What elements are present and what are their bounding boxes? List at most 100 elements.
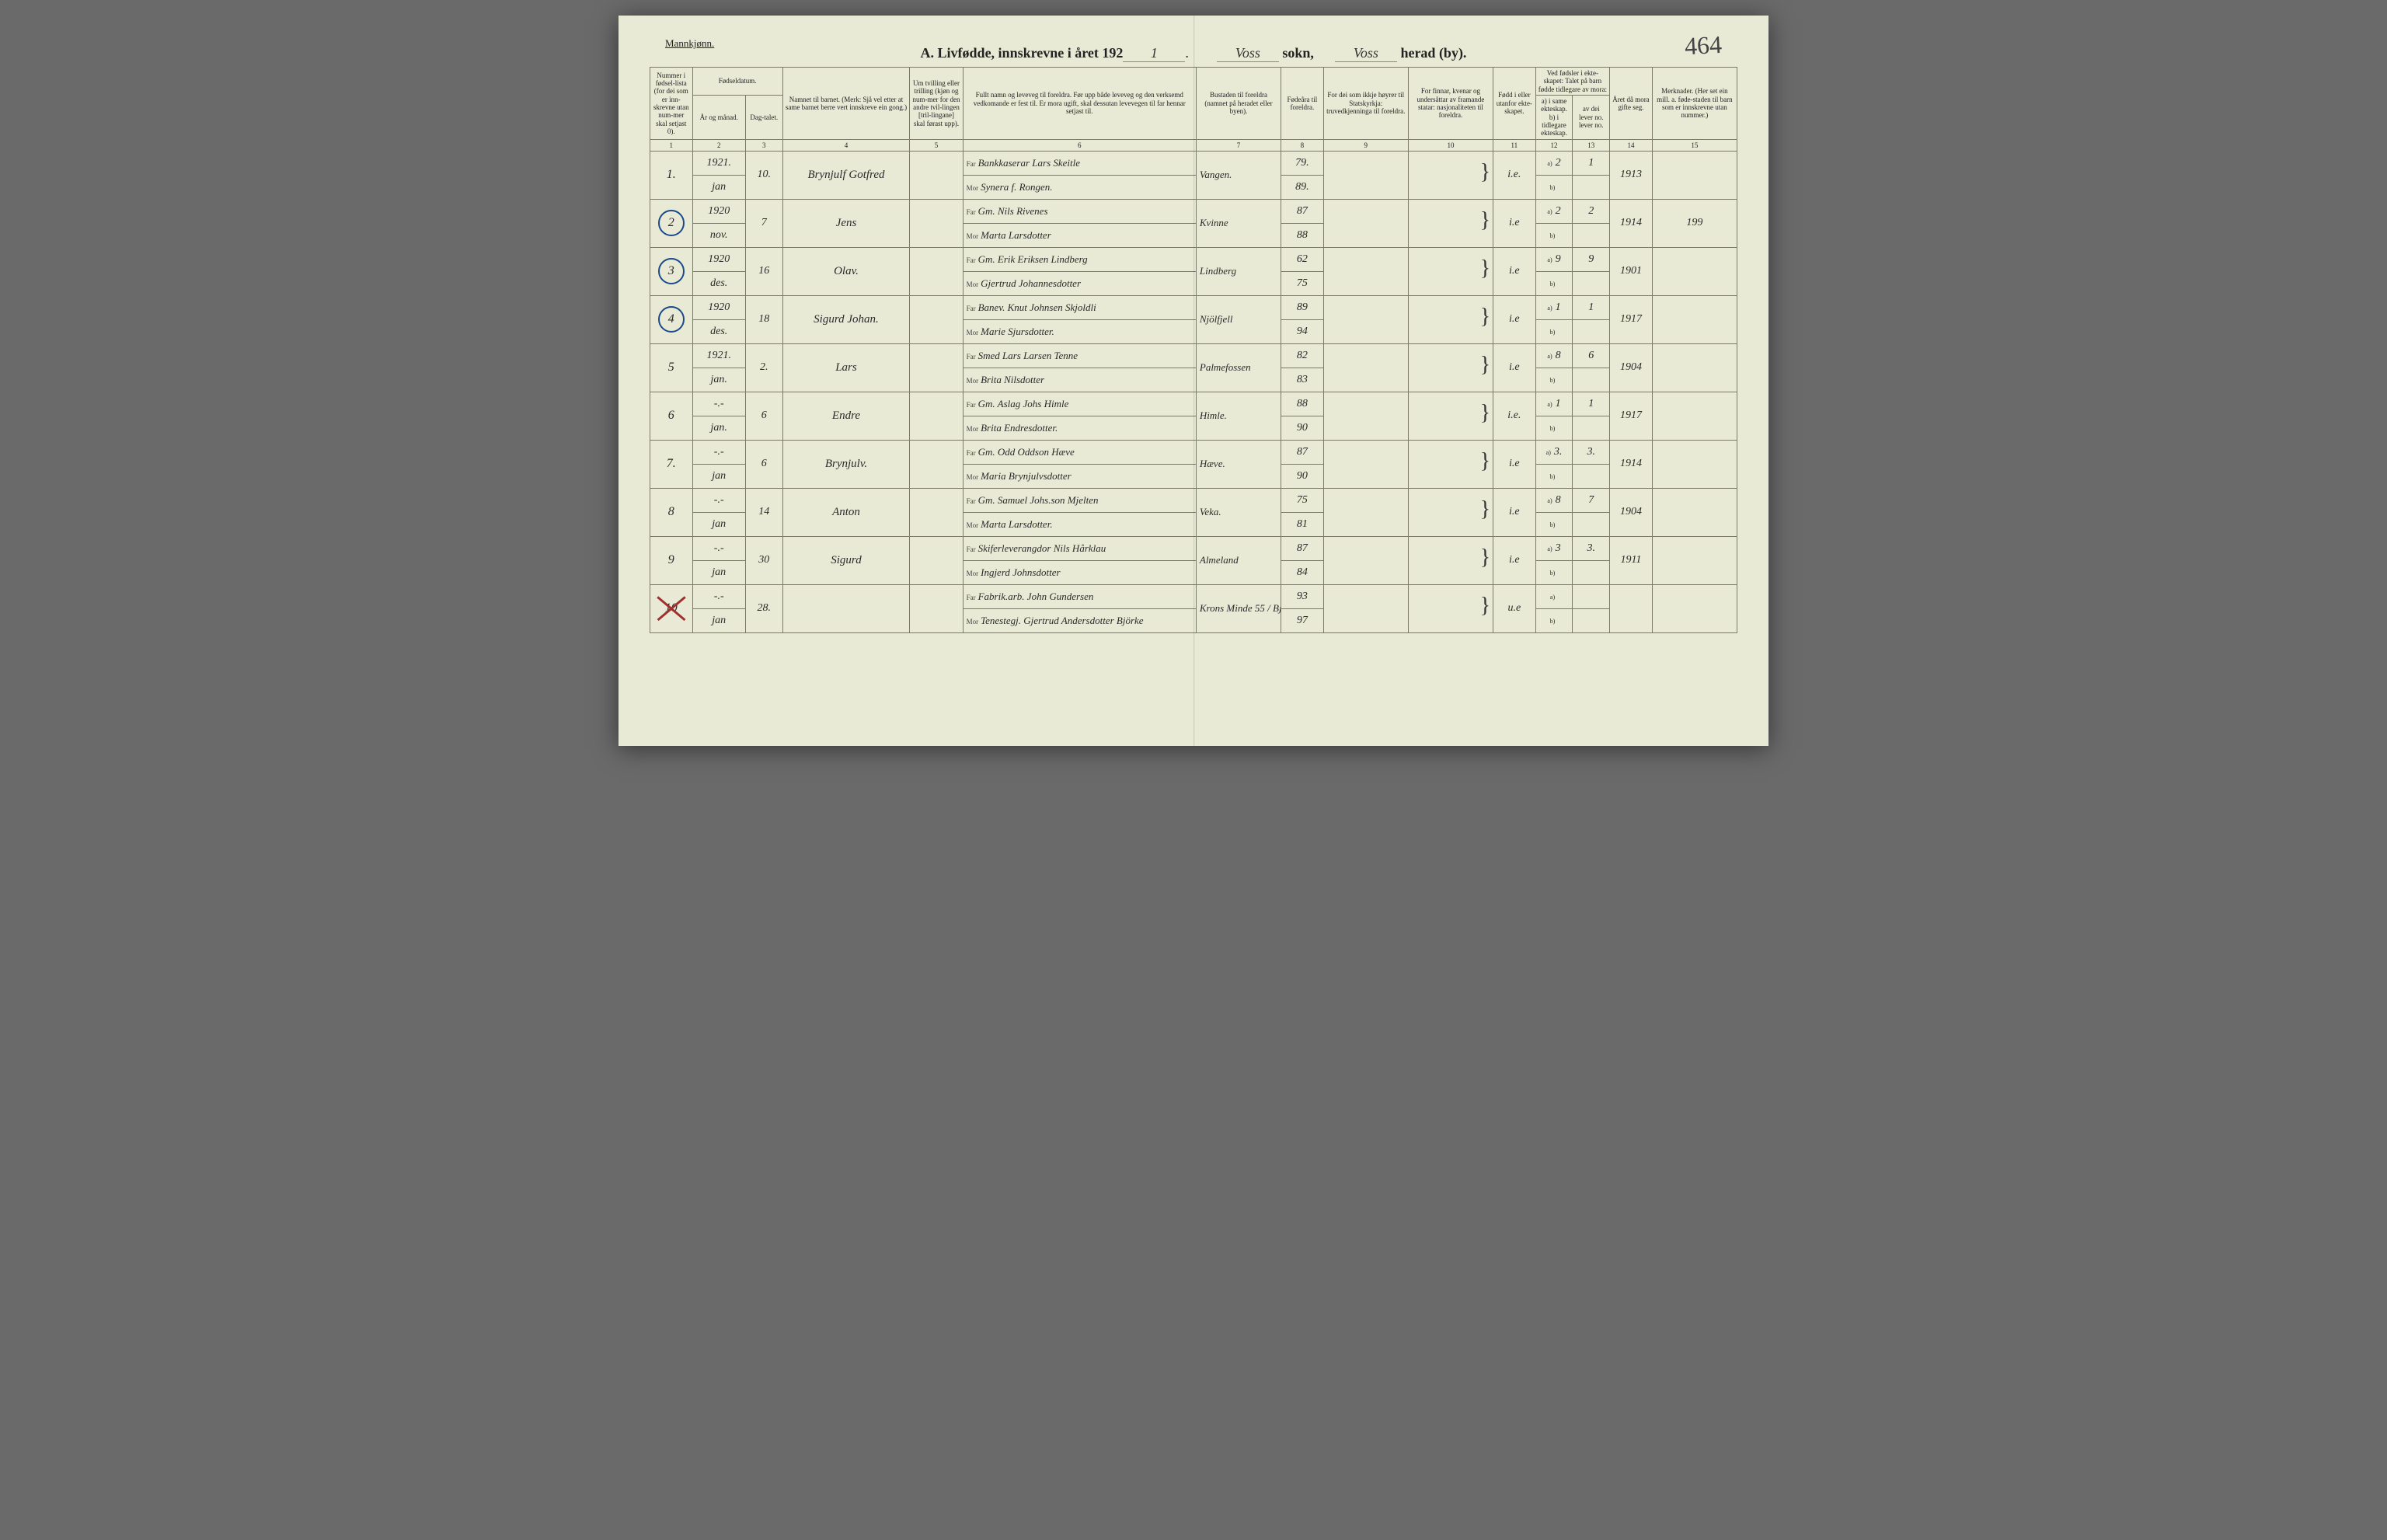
place-cell: Lindberg [1196, 247, 1281, 295]
prior-children-b-cell: b) [1535, 319, 1573, 343]
seq-cell: 6 [650, 392, 693, 440]
living-children-cell [1573, 584, 1610, 608]
column-number: 4 [782, 139, 910, 151]
legitimacy-cell: i.e [1493, 343, 1536, 392]
father-year-cell: 87 [1281, 536, 1324, 560]
col-5-header: Um tvilling eller trilling (kjøn og num-… [910, 68, 963, 140]
marriage-year-cell: 1914 [1610, 440, 1653, 488]
year-cell: -.- [692, 584, 745, 608]
sokn-label: sokn, [1282, 45, 1314, 61]
nationality-cell: } [1408, 536, 1493, 584]
mother-cell: MorTenestegj. Gjertrud Andersdotter Björ… [963, 608, 1196, 632]
twin-cell [910, 392, 963, 440]
legitimacy-cell: i.e [1493, 295, 1536, 343]
nationality-cell: } [1408, 151, 1493, 199]
father-cell: FarGm. Erik Eriksen Lindberg [963, 247, 1196, 271]
day-cell: 2. [745, 343, 782, 392]
day-cell: 30 [745, 536, 782, 584]
notes-cell [1652, 295, 1737, 343]
col-2b-header: Dag-talet. [745, 96, 782, 140]
living-children-b-cell [1573, 416, 1610, 440]
month-cell: jan. [692, 416, 745, 440]
mother-cell: MorIngjerd Johnsdotter [963, 560, 1196, 584]
living-children-cell: 9 [1573, 247, 1610, 271]
living-children-b-cell [1573, 512, 1610, 536]
marriage-year-cell [1610, 584, 1653, 632]
child-name-cell: Brynjulv. [782, 440, 910, 488]
father-year-cell: 82 [1281, 343, 1324, 368]
living-children-cell: 6 [1573, 343, 1610, 368]
prior-children-b-cell: b) [1535, 271, 1573, 295]
religion-cell [1323, 343, 1408, 392]
mother-year-cell: 88 [1281, 223, 1324, 247]
year-cell: 1920 [692, 247, 745, 271]
mother-year-cell: 84 [1281, 560, 1324, 584]
father-year-cell: 79. [1281, 151, 1324, 175]
day-cell: 10. [745, 151, 782, 199]
legitimacy-cell: i.e. [1493, 392, 1536, 440]
place-cell: Njölfjell [1196, 295, 1281, 343]
column-number: 8 [1281, 139, 1324, 151]
prior-children-a-cell: a)8 [1535, 488, 1573, 512]
living-children-b-cell [1573, 271, 1610, 295]
twin-cell [910, 536, 963, 584]
column-number: 3 [745, 139, 782, 151]
column-number: 11 [1493, 139, 1536, 151]
legitimacy-cell: u.e [1493, 584, 1536, 632]
year-cell: 1921. [692, 151, 745, 175]
title-prefix: A. Livfødde, innskrevne i året 192 [921, 45, 1124, 61]
notes-cell [1652, 584, 1737, 632]
col-7-header: Bustaden til foreldra (namnet på heradet… [1196, 68, 1281, 140]
year-cell: -.- [692, 392, 745, 416]
gender-label: Mannkjønn. [665, 37, 714, 50]
year-cell: -.- [692, 488, 745, 512]
father-cell: FarGm. Odd Oddson Hæve [963, 440, 1196, 464]
prior-children-b-cell: b) [1535, 416, 1573, 440]
col-2a-header: År og månad. [692, 96, 745, 140]
page-number: 464 [1684, 30, 1723, 61]
col-6-header: Fullt namn og leveveg til foreldra. Før … [963, 68, 1196, 140]
legitimacy-cell: i.e [1493, 199, 1536, 247]
page-fold [1194, 16, 1195, 746]
col-14-header: Året då mora gifte seg. [1610, 68, 1653, 140]
mother-cell: MorBrita Endresdotter. [963, 416, 1196, 440]
seq-cell: 9 [650, 536, 693, 584]
prior-children-b-cell: b) [1535, 512, 1573, 536]
col-12-group-header: Ved fødsler i ekte-skapet: Talet på barn… [1535, 68, 1610, 96]
notes-cell [1652, 488, 1737, 536]
column-number: 5 [910, 139, 963, 151]
nationality-cell: } [1408, 440, 1493, 488]
column-number: 13 [1573, 139, 1610, 151]
nationality-cell: } [1408, 343, 1493, 392]
year-cell: 1920 [692, 199, 745, 223]
place-cell: Veka. [1196, 488, 1281, 536]
marriage-year-cell: 1913 [1610, 151, 1653, 199]
notes-cell [1652, 151, 1737, 199]
col-10-header: For finnar, kvenar og undersåttar av fra… [1408, 68, 1493, 140]
day-cell: 14 [745, 488, 782, 536]
notes-cell: 199 [1652, 199, 1737, 247]
religion-cell [1323, 295, 1408, 343]
religion-cell [1323, 247, 1408, 295]
prior-children-a-cell: a)1 [1535, 295, 1573, 319]
father-cell: FarGm. Nils Rivenes [963, 199, 1196, 223]
mother-cell: MorMarie Sjursdotter. [963, 319, 1196, 343]
child-name-cell: Jens [782, 199, 910, 247]
twin-cell [910, 295, 963, 343]
col-12a-header: a) i same ekteskap. b) i tidlegare ektes… [1535, 96, 1573, 140]
marriage-year-cell: 1914 [1610, 199, 1653, 247]
col-2-group-header: Fødseldatum. [692, 68, 782, 96]
notes-cell [1652, 536, 1737, 584]
child-name-cell: Lars [782, 343, 910, 392]
legitimacy-cell: i.e [1493, 247, 1536, 295]
column-number: 12 [1535, 139, 1573, 151]
religion-cell [1323, 488, 1408, 536]
seq-cell: 1. [650, 151, 693, 199]
living-children-b-cell [1573, 368, 1610, 392]
month-cell: des. [692, 319, 745, 343]
seq-cell: 2 [650, 199, 693, 247]
herad-value: Voss [1335, 45, 1397, 62]
mother-cell: MorSynera f. Rongen. [963, 175, 1196, 199]
mother-year-cell: 83 [1281, 368, 1324, 392]
twin-cell [910, 488, 963, 536]
